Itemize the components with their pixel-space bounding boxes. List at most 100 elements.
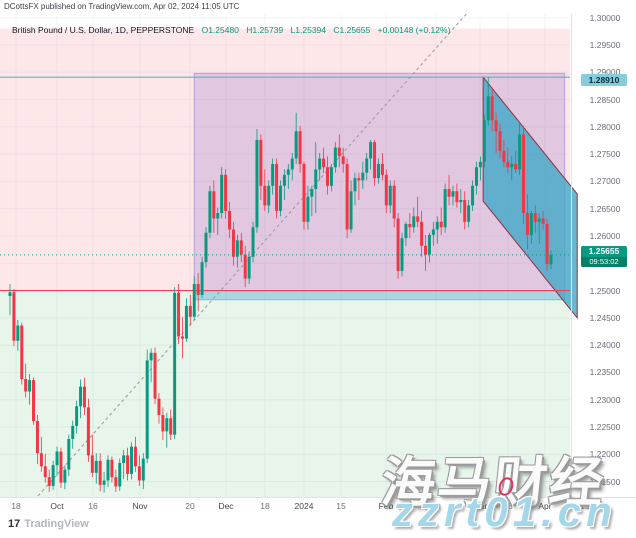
tradingview-logo[interactable]: 17 TradingView: [8, 518, 89, 530]
candle-body: [39, 453, 43, 467]
candle-body: [447, 189, 451, 197]
candle-body: [471, 185, 475, 206]
candle-body: [541, 218, 545, 224]
candle-body: [525, 213, 529, 235]
candle-body: [529, 213, 533, 235]
ohlc-high: H1.25739: [246, 25, 284, 35]
candle-body: [192, 284, 196, 317]
time-tick-label: Oct: [50, 501, 64, 511]
candle-body: [55, 451, 59, 466]
candle-body: [51, 465, 55, 486]
candle-body: [231, 229, 235, 257]
price-tick-label: 1.26500: [589, 203, 621, 214]
candle-body: [110, 459, 114, 478]
candle-body: [239, 240, 243, 255]
candle-body: [400, 238, 404, 271]
time-tick-label: Apr: [538, 501, 552, 511]
candle-body: [404, 223, 408, 239]
candle-body: [173, 292, 177, 435]
candle-body: [373, 142, 377, 179]
candle-body: [282, 174, 286, 186]
time-tick-label: 18: [503, 501, 513, 511]
candle-body: [67, 438, 71, 470]
price-tick-label: 1.29500: [589, 40, 621, 50]
candle-body: [106, 459, 110, 481]
candle-body: [137, 466, 141, 481]
candle-body: [392, 185, 396, 219]
candle-body: [451, 191, 455, 197]
candle-body: [384, 174, 388, 206]
candle-body: [126, 455, 130, 474]
candle-body: [79, 386, 83, 407]
candle-body: [443, 189, 447, 228]
price-tick-label: 1.27500: [589, 149, 621, 160]
candle-body: [243, 254, 247, 279]
price-tick-label: 1.28500: [589, 94, 621, 105]
symbol-title[interactable]: British Pound / U.S. Dollar, 1D, PEPPERS…: [12, 25, 195, 35]
candle-body: [408, 223, 412, 228]
tradingview-logo-icon: 17: [8, 518, 21, 530]
candle-body: [388, 185, 392, 206]
time-tick-label: 20: [185, 501, 195, 511]
time-tick-label: Dec: [218, 501, 234, 511]
price-tick-label: 1.30000: [589, 12, 621, 23]
candle-body: [396, 218, 400, 271]
candle-body: [294, 131, 298, 159]
watermark-url-text: zzrt01.cn: [392, 488, 617, 535]
candle-body: [149, 352, 153, 361]
time-tick-label: 18: [11, 501, 21, 511]
time-tick-label: Feb: [378, 501, 394, 511]
candle-body: [59, 451, 63, 483]
price-tick-label: 1.24000: [589, 340, 621, 351]
resistance-price-label: 1.28910: [581, 74, 627, 86]
ohlc-change: +0.00148 (+0.12%): [377, 25, 451, 35]
candle-body: [212, 191, 216, 219]
price-tick-label: 1.23000: [589, 394, 621, 405]
bearish-zone[interactable]: [0, 28, 570, 291]
current-price-label: 1.25655 09:53:02: [581, 246, 627, 267]
candle-body: [506, 161, 510, 168]
candle-body: [337, 147, 341, 157]
ohlc-close: C1.25655: [333, 25, 371, 35]
candle-body: [275, 163, 279, 211]
candle-body: [251, 227, 255, 257]
candle-body: [63, 469, 67, 483]
candle-body: [549, 254, 553, 265]
candle-body: [341, 156, 345, 164]
candle-body: [204, 232, 208, 263]
candle-body: [333, 147, 337, 168]
candle-body: [12, 292, 16, 341]
candle-body: [545, 223, 549, 264]
candle-body: [86, 407, 90, 456]
candle-body: [75, 406, 79, 426]
candle-body: [267, 185, 271, 206]
candle-body: [196, 284, 200, 295]
candle-body: [478, 161, 482, 168]
candle-body: [514, 163, 518, 170]
demand-band[interactable]: [193, 290, 566, 301]
candle-body: [24, 378, 28, 392]
candle-body: [82, 386, 86, 408]
current-price-value: 1.25655: [588, 246, 620, 256]
candle-body: [224, 174, 228, 211]
price-axis[interactable]: [571, 14, 636, 497]
candle-body: [259, 139, 263, 186]
price-tick-label: 1.26000: [589, 230, 621, 241]
candle-body: [482, 120, 486, 162]
time-tick-label: 2024: [294, 501, 314, 511]
candle-body: [306, 196, 310, 222]
candle-body: [247, 256, 251, 279]
candle-body: [537, 218, 541, 222]
candle-body: [94, 460, 98, 473]
candle-body: [130, 446, 134, 474]
bar-countdown: 09:53:02: [581, 257, 627, 267]
candle-body: [271, 163, 275, 186]
candle-body: [161, 414, 165, 432]
candle-body: [71, 425, 75, 439]
time-axis[interactable]: 18 Oct 16 Nov 20 Dec 18 2024 15 Feb 19 Mar 18 Apr 15: [0, 497, 636, 515]
candle-body: [424, 245, 428, 255]
candle-body: [177, 292, 181, 337]
candle-body: [255, 139, 259, 228]
price-chart[interactable]: [0, 0, 636, 497]
chart-legend: British Pound / U.S. Dollar, 1D, PEPPERS…: [12, 25, 450, 35]
